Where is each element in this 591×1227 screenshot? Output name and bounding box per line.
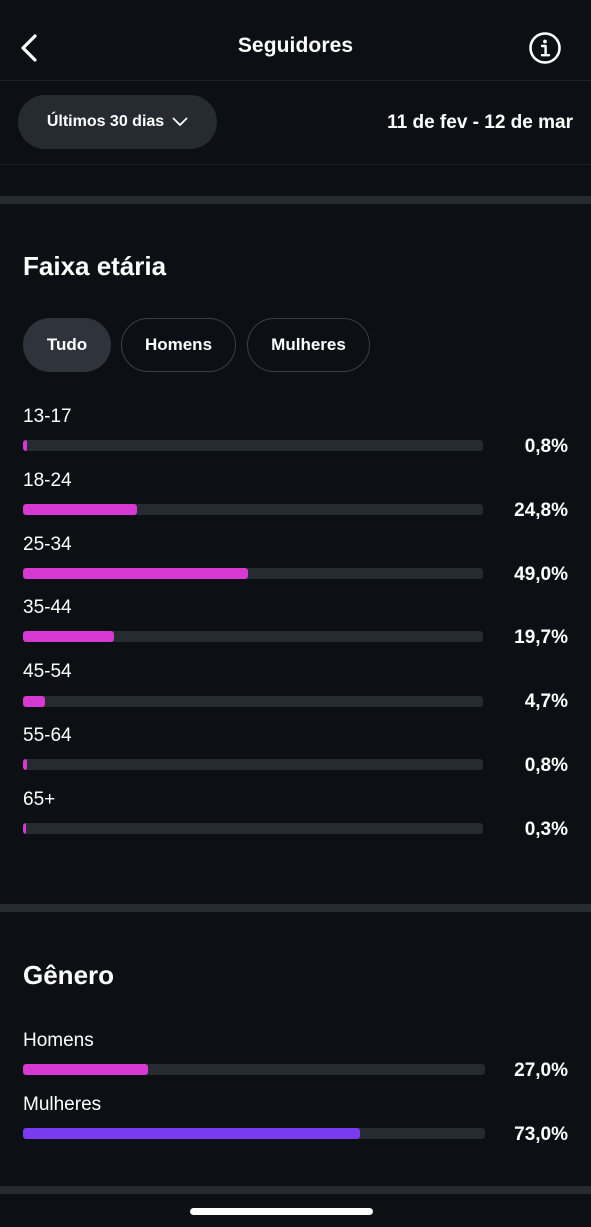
gender-bar-fill bbox=[23, 1064, 148, 1075]
top-bar: Seguidores bbox=[0, 0, 591, 81]
gender-row-percent: 27,0% bbox=[514, 1060, 568, 1081]
age-bar-fill bbox=[23, 504, 138, 515]
gender-section-title: Gênero bbox=[23, 960, 115, 990]
age-row-percent: 0,8% bbox=[524, 755, 568, 776]
age-bar-fill bbox=[23, 823, 26, 834]
age-bar-track bbox=[23, 759, 483, 770]
age-row-label: 45-54 bbox=[23, 661, 72, 682]
chevron-left-icon bbox=[21, 34, 37, 62]
age-bar-track bbox=[23, 823, 483, 834]
period-dropdown[interactable]: Últimos 30 dias bbox=[18, 95, 217, 149]
age-bar-track bbox=[23, 631, 483, 642]
section-divider bbox=[0, 196, 591, 204]
age-row-label: 25-34 bbox=[23, 534, 72, 555]
date-range: 11 de fev - 12 de mar bbox=[387, 112, 573, 133]
age-row-percent: 4,7% bbox=[524, 691, 568, 712]
age-bar-fill bbox=[23, 696, 45, 707]
age-row-label: 18-24 bbox=[23, 470, 72, 491]
age-bar-fill bbox=[23, 440, 27, 451]
age-row-percent: 0,3% bbox=[524, 819, 568, 840]
age-bar-fill bbox=[23, 568, 249, 579]
back-button[interactable] bbox=[14, 30, 44, 66]
age-bar-fill bbox=[23, 759, 27, 770]
gender-bar-fill bbox=[23, 1128, 361, 1139]
age-row-label: 35-44 bbox=[23, 597, 72, 618]
age-bar-track bbox=[23, 504, 483, 515]
gender-bar-track bbox=[23, 1064, 485, 1075]
info-circle-icon bbox=[529, 32, 561, 64]
age-row-label: 55-64 bbox=[23, 725, 72, 746]
age-row-percent: 0,8% bbox=[524, 436, 568, 457]
segment-men[interactable]: Homens bbox=[121, 318, 236, 372]
age-row-label: 65+ bbox=[23, 789, 56, 810]
chevron-down-icon bbox=[172, 117, 188, 126]
page-title: Seguidores bbox=[237, 34, 354, 57]
gender-row-label: Homens bbox=[23, 1030, 94, 1051]
age-bar-track bbox=[23, 440, 483, 451]
segment-women[interactable]: Mulheres bbox=[247, 318, 370, 372]
period-label: Últimos 30 dias bbox=[46, 113, 165, 130]
info-button[interactable] bbox=[528, 31, 562, 65]
gender-bar-track bbox=[23, 1128, 485, 1139]
period-filter-row: Últimos 30 dias 11 de fev - 12 de mar bbox=[0, 81, 591, 165]
age-section-title: Faixa etária bbox=[23, 251, 167, 281]
age-row-percent: 49,0% bbox=[514, 564, 568, 585]
age-row-percent: 19,7% bbox=[514, 627, 568, 648]
segment-all[interactable]: Tudo bbox=[23, 318, 111, 372]
section-divider bbox=[0, 904, 591, 912]
age-row-percent: 24,8% bbox=[514, 500, 568, 521]
age-row-label: 13-17 bbox=[23, 406, 72, 427]
section-divider bbox=[0, 1186, 591, 1194]
gender-row-label: Mulheres bbox=[23, 1094, 102, 1115]
gender-row-percent: 73,0% bbox=[514, 1124, 568, 1145]
home-indicator[interactable] bbox=[190, 1208, 373, 1215]
age-bar-track bbox=[23, 696, 483, 707]
age-bar-track bbox=[23, 568, 483, 579]
age-bar-fill bbox=[23, 631, 114, 642]
